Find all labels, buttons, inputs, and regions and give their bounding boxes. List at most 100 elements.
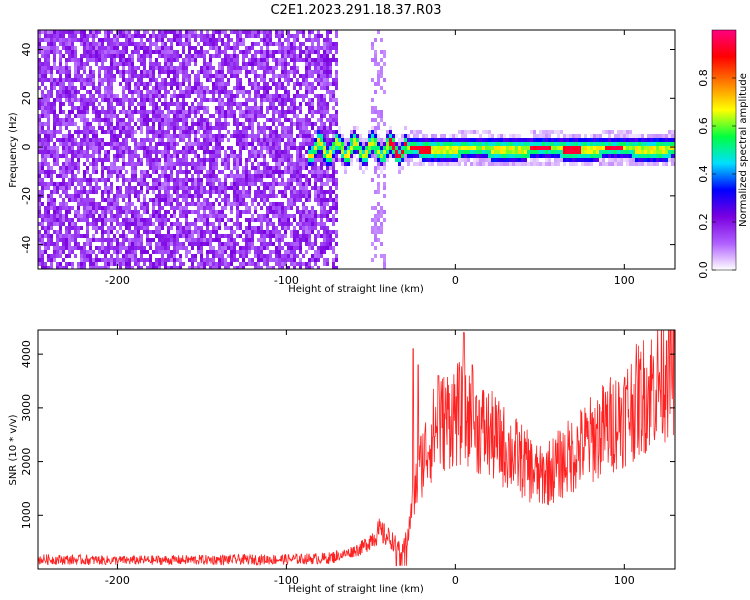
- spectrogram-cell: [125, 238, 128, 242]
- spectrogram-cell: [248, 134, 251, 138]
- spectrogram-cell: [77, 78, 80, 82]
- spectrogram-cell: [251, 202, 254, 206]
- spectrogram-cell: [182, 214, 185, 218]
- spectrogram-cell: [203, 206, 206, 210]
- spectrogram-cell: [170, 198, 173, 202]
- spectrogram-cell: [377, 138, 380, 142]
- spectrogram-cell: [134, 154, 137, 158]
- spectrogram-cell: [236, 202, 239, 206]
- spectrogram-cell: [65, 98, 68, 102]
- spectrogram-cell: [59, 130, 62, 134]
- spectrogram-cell: [164, 194, 167, 198]
- spectrogram-cell: [305, 114, 308, 118]
- spectrogram-cell: [185, 158, 188, 162]
- spectrogram-cell: [323, 250, 326, 254]
- spectrogram-cell: [176, 162, 179, 166]
- spectrogram-cell: [80, 78, 83, 82]
- spectrogram-cell: [122, 146, 125, 150]
- spectrogram-cell: [308, 62, 311, 66]
- spectrogram-cell: [71, 82, 74, 86]
- spectrogram-cell: [107, 82, 110, 86]
- spectrogram-cell: [47, 98, 50, 102]
- spectrogram-cell: [200, 226, 203, 230]
- spectrogram-cell: [194, 62, 197, 66]
- spectrogram-cell: [410, 154, 413, 158]
- spectrogram-cell: [182, 198, 185, 202]
- spectrogram-cell: [320, 138, 323, 142]
- spectrogram-cell: [86, 58, 89, 62]
- spectrogram-cell: [197, 34, 200, 38]
- spectrogram-cell: [434, 154, 437, 158]
- spectrogram-cell: [305, 82, 308, 86]
- spectrogram-cell: [305, 38, 308, 42]
- spectrogram-cell: [104, 258, 107, 262]
- spectrogram-cell: [299, 94, 302, 98]
- spectrogram-cell: [89, 182, 92, 186]
- spectrogram-cell: [260, 254, 263, 258]
- spectrogram-cell: [260, 74, 263, 78]
- spectrogram-cell: [155, 242, 158, 246]
- spectrogram-cell: [44, 86, 47, 90]
- spectrogram-cell: [113, 38, 116, 42]
- spectrogram-cell: [89, 46, 92, 50]
- spectrogram-cell: [50, 106, 53, 110]
- spectrogram-cell: [242, 166, 245, 170]
- spectrogram-cell: [221, 66, 224, 70]
- spectrogram-cell: [272, 202, 275, 206]
- spectrogram-cell: [134, 142, 137, 146]
- spectrogram-cell: [386, 158, 389, 162]
- spectrogram-cell: [59, 58, 62, 62]
- spectrogram-cell: [101, 218, 104, 222]
- spectrogram-cell: [269, 258, 272, 262]
- spectrogram-cell: [248, 110, 251, 114]
- spectrogram-cell: [74, 66, 77, 70]
- spectrogram-cell: [95, 30, 98, 34]
- spectrogram-cell: [86, 42, 89, 46]
- spectrogram-cell: [143, 34, 146, 38]
- spectrogram-cell: [266, 138, 269, 142]
- spectrogram-cell: [53, 186, 56, 190]
- spectrogram-cell: [224, 50, 227, 54]
- spectrogram-cell: [386, 134, 389, 138]
- spectrogram-cell: [260, 58, 263, 62]
- spectrogram-cell: [248, 58, 251, 62]
- spectrogram-cell: [317, 170, 320, 174]
- spectrogram-cell: [314, 58, 317, 62]
- spectrogram-cell: [221, 210, 224, 214]
- spectrogram-cell: [221, 102, 224, 106]
- spectrogram-cell: [299, 154, 302, 158]
- spectrogram-cell: [335, 230, 338, 234]
- spectrogram-cell: [413, 146, 416, 150]
- spectrogram-cell: [182, 126, 185, 130]
- spectrogram-cell: [254, 206, 257, 210]
- spectrogram-cell: [209, 38, 212, 42]
- spectrogram-cell: [95, 210, 98, 214]
- spectrogram-cell: [110, 198, 113, 202]
- spectrogram-cell: [146, 94, 149, 98]
- spectrogram-cell: [275, 82, 278, 86]
- spectrogram-cell: [185, 214, 188, 218]
- spectrogram-cell: [380, 118, 383, 122]
- spectrogram-cell: [257, 266, 260, 269]
- spectrogram-cell: [281, 46, 284, 50]
- spectrogram-cell: [200, 238, 203, 242]
- spectrogram-cell: [179, 42, 182, 46]
- spectrogram-cell: [302, 202, 305, 206]
- spectrogram-cell: [377, 154, 380, 158]
- spectrogram-cell: [119, 58, 122, 62]
- spectrogram-cell: [248, 246, 251, 250]
- spectrogram-cell: [239, 250, 242, 254]
- spectrogram-cell: [203, 62, 206, 66]
- spectrogram-cell: [374, 158, 377, 162]
- spectrogram-cell: [155, 142, 158, 146]
- spectrogram-cell: [44, 226, 47, 230]
- spectrogram-cell: [326, 34, 329, 38]
- spectrogram-cell: [80, 226, 83, 230]
- spectrogram-cell: [215, 262, 218, 266]
- spectrogram-cell: [164, 50, 167, 54]
- spectrogram-cell: [461, 138, 464, 142]
- spectrogram-cell: [368, 146, 371, 150]
- spectrogram-cell: [308, 190, 311, 194]
- spectrogram-cell: [323, 146, 326, 150]
- spectrogram-cell: [323, 210, 326, 214]
